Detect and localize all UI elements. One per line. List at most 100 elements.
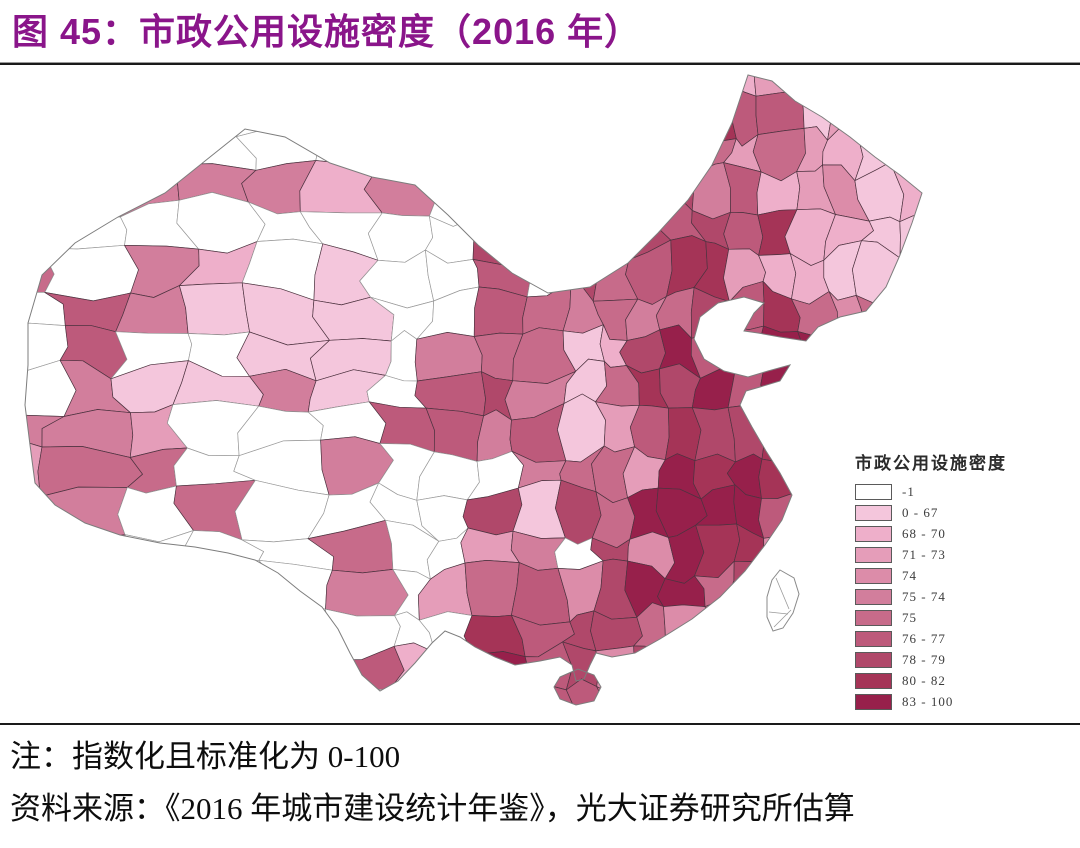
map-region [920, 290, 922, 333]
legend-swatch [855, 651, 892, 668]
legend-swatch [855, 672, 892, 689]
top-rule [0, 61, 1080, 65]
map-region [325, 569, 409, 617]
map-region [887, 295, 922, 334]
map-region [429, 160, 484, 227]
map-region [797, 447, 839, 490]
map-region [633, 645, 667, 694]
map-region [25, 435, 43, 497]
map-region [470, 161, 532, 220]
figure-title: 图 45：市政公用设施密度（2016 年） [12, 11, 642, 52]
map-region [591, 86, 630, 141]
legend-swatch [855, 546, 892, 563]
map-region [923, 248, 965, 301]
map-region [921, 162, 922, 224]
legend-swatch [855, 630, 892, 647]
map-region [179, 282, 250, 336]
map-region [38, 534, 135, 576]
map-region [40, 202, 128, 250]
map-region [899, 215, 922, 259]
legend-label: 71 - 73 [902, 546, 946, 562]
map-region [416, 75, 485, 101]
map-region [524, 136, 564, 179]
map-region [0, 721, 63, 723]
map-region [39, 696, 124, 705]
map-region [190, 601, 271, 661]
map-region [601, 721, 633, 723]
map-region [104, 84, 177, 140]
map-region [691, 162, 731, 220]
map-area: 市政公用设施密度 -1 0 - 67 68 - 70 71 - 73 74 75 - 74… [0, 65, 1080, 723]
map-region [191, 559, 274, 613]
map-region [470, 205, 533, 266]
map-region [104, 75, 196, 95]
map-region [467, 685, 523, 705]
legend-label: 83 - 100 [902, 693, 954, 709]
map-region [632, 681, 667, 705]
map-region [855, 376, 892, 414]
map-region [560, 161, 607, 210]
map-region [924, 360, 964, 419]
map-region [796, 567, 833, 628]
map-region [794, 640, 828, 698]
map-region [890, 319, 922, 380]
map-region [665, 640, 704, 692]
map-region [690, 325, 737, 379]
map-region [559, 719, 607, 723]
map-region [596, 686, 643, 705]
map-region [25, 93, 51, 140]
map-region [468, 722, 516, 723]
map-region [559, 131, 607, 179]
legend-label: 80 - 82 [902, 672, 946, 688]
map-region [662, 165, 696, 211]
legend-swatch [855, 504, 892, 521]
map-region [789, 75, 836, 99]
map-region [432, 123, 485, 181]
map-region [49, 75, 107, 101]
map-region [416, 82, 485, 141]
map-region [40, 721, 130, 723]
map-region [250, 600, 329, 661]
map-region [527, 161, 571, 212]
map-region [601, 129, 630, 165]
legend-item: 78 - 79 [855, 651, 1055, 668]
map-region [102, 124, 186, 168]
map-region [467, 75, 526, 96]
map-region [798, 620, 827, 651]
map-region [621, 75, 666, 95]
map-region [626, 125, 672, 166]
map-region [658, 683, 705, 705]
legend-label: 75 [902, 609, 917, 625]
map-region [851, 86, 908, 142]
map-region [169, 75, 257, 91]
map-region [464, 560, 520, 617]
legend-label: -1 [902, 483, 915, 499]
map-region [889, 134, 922, 164]
legend-item: -1 [855, 483, 1055, 500]
legend-swatch [855, 483, 892, 500]
map-region [659, 86, 700, 130]
legend-item: 68 - 70 [855, 525, 1055, 542]
legend-swatch [855, 609, 892, 626]
map-region [234, 692, 317, 705]
map-region [760, 361, 804, 414]
map-region [473, 651, 530, 693]
legend-item: 75 [855, 609, 1055, 626]
legend-title: 市政公用设施密度 [855, 454, 1007, 473]
map-region [926, 82, 964, 134]
map-region [460, 527, 520, 564]
map-region [926, 209, 971, 263]
map-region [111, 563, 204, 612]
map-region [235, 652, 329, 705]
map-region [664, 120, 696, 178]
map-region [519, 75, 570, 101]
map-region [527, 199, 561, 262]
map-region [731, 644, 769, 692]
map-region [789, 680, 837, 705]
china-choropleth-map [0, 74, 971, 723]
map-region [25, 75, 58, 99]
map-region [185, 680, 242, 705]
legend-swatch [855, 588, 892, 605]
map-region [933, 408, 963, 455]
map-region [377, 75, 429, 101]
